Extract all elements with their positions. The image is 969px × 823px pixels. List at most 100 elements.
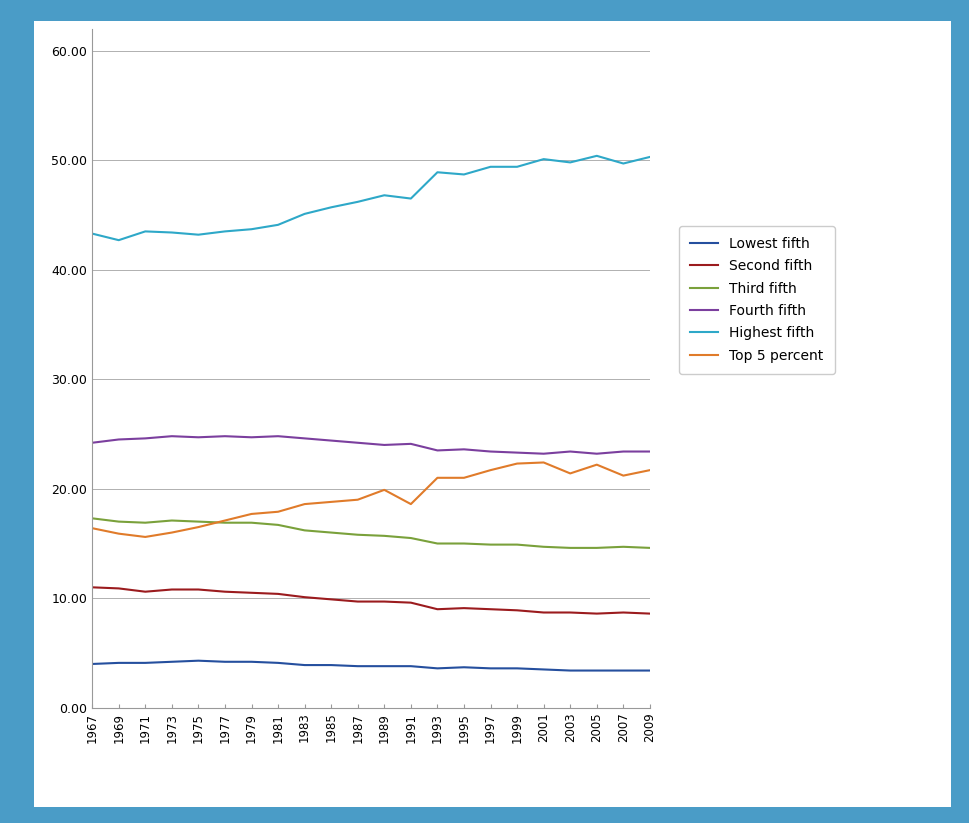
Second fifth <box>112 584 124 593</box>
Highest fifth <box>352 197 363 207</box>
Lowest fifth <box>112 658 124 667</box>
Second fifth <box>617 607 629 617</box>
Lowest fifth <box>405 661 417 671</box>
Third fifth <box>272 520 284 530</box>
Top 5 percent <box>245 509 257 518</box>
Fourth fifth <box>457 444 469 454</box>
Top 5 percent <box>272 507 284 517</box>
Second fifth <box>166 584 177 594</box>
Highest fifth <box>484 162 496 172</box>
Highest fifth <box>537 154 548 164</box>
Line: Highest fifth: Highest fifth <box>92 156 649 240</box>
Second fifth <box>643 609 655 619</box>
Lowest fifth <box>298 660 310 670</box>
Top 5 percent <box>484 465 496 475</box>
Second fifth <box>537 607 548 617</box>
Lowest fifth <box>484 663 496 673</box>
Third fifth <box>457 538 469 548</box>
Lowest fifth <box>272 658 284 667</box>
Highest fifth <box>272 220 284 230</box>
Fourth fifth <box>511 448 522 458</box>
Top 5 percent <box>298 499 310 509</box>
Second fifth <box>193 584 204 594</box>
Fourth fifth <box>617 447 629 457</box>
Third fifth <box>484 540 496 550</box>
Fourth fifth <box>272 431 284 441</box>
Lowest fifth <box>617 666 629 676</box>
Second fifth <box>140 587 151 597</box>
Line: Top 5 percent: Top 5 percent <box>92 463 649 537</box>
Highest fifth <box>245 225 257 235</box>
Highest fifth <box>166 228 177 238</box>
Third fifth <box>564 543 576 553</box>
Second fifth <box>511 606 522 616</box>
Second fifth <box>457 603 469 613</box>
Top 5 percent <box>405 499 417 509</box>
Highest fifth <box>378 190 390 200</box>
Third fifth <box>245 518 257 528</box>
Highest fifth <box>617 159 629 169</box>
Highest fifth <box>405 193 417 203</box>
Second fifth <box>325 594 336 604</box>
Third fifth <box>140 518 151 528</box>
Top 5 percent <box>352 495 363 504</box>
Highest fifth <box>590 151 602 160</box>
Lowest fifth <box>378 661 390 671</box>
Second fifth <box>431 604 443 614</box>
Third fifth <box>193 517 204 527</box>
Highest fifth <box>457 170 469 179</box>
Line: Second fifth: Second fifth <box>92 588 649 614</box>
Third fifth <box>405 533 417 543</box>
Third fifth <box>219 518 231 528</box>
Fourth fifth <box>298 434 310 444</box>
Highest fifth <box>511 162 522 172</box>
Third fifth <box>325 528 336 537</box>
Fourth fifth <box>484 447 496 457</box>
Top 5 percent <box>617 471 629 481</box>
Fourth fifth <box>86 438 98 448</box>
Third fifth <box>590 543 602 553</box>
Lowest fifth <box>193 656 204 666</box>
Second fifth <box>245 588 257 597</box>
Fourth fifth <box>325 435 336 445</box>
Top 5 percent <box>431 473 443 483</box>
Fourth fifth <box>643 447 655 457</box>
Fourth fifth <box>112 435 124 444</box>
Fourth fifth <box>193 432 204 442</box>
Top 5 percent <box>325 497 336 507</box>
Third fifth <box>617 542 629 551</box>
Second fifth <box>405 597 417 607</box>
Fourth fifth <box>537 449 548 458</box>
Legend: Lowest fifth, Second fifth, Third fifth, Fourth fifth, Highest fifth, Top 5 perc: Lowest fifth, Second fifth, Third fifth,… <box>678 226 833 374</box>
Second fifth <box>564 607 576 617</box>
Second fifth <box>272 589 284 599</box>
Highest fifth <box>193 230 204 239</box>
Top 5 percent <box>564 468 576 478</box>
Lowest fifth <box>245 657 257 667</box>
Third fifth <box>643 543 655 553</box>
Top 5 percent <box>511 458 522 468</box>
Top 5 percent <box>193 522 204 532</box>
Lowest fifth <box>431 663 443 673</box>
Highest fifth <box>219 226 231 236</box>
Line: Third fifth: Third fifth <box>92 518 649 548</box>
Fourth fifth <box>140 434 151 444</box>
Highest fifth <box>564 157 576 167</box>
Third fifth <box>112 517 124 527</box>
Top 5 percent <box>537 458 548 467</box>
Third fifth <box>431 538 443 548</box>
Highest fifth <box>325 202 336 212</box>
Second fifth <box>86 583 98 593</box>
Highest fifth <box>112 235 124 245</box>
Second fifth <box>484 604 496 614</box>
Lowest fifth <box>219 657 231 667</box>
Highest fifth <box>86 229 98 239</box>
Top 5 percent <box>457 473 469 483</box>
Highest fifth <box>140 226 151 236</box>
Top 5 percent <box>86 523 98 533</box>
Third fifth <box>298 525 310 535</box>
Fourth fifth <box>219 431 231 441</box>
Lowest fifth <box>457 663 469 672</box>
Fourth fifth <box>378 440 390 450</box>
Second fifth <box>352 597 363 607</box>
